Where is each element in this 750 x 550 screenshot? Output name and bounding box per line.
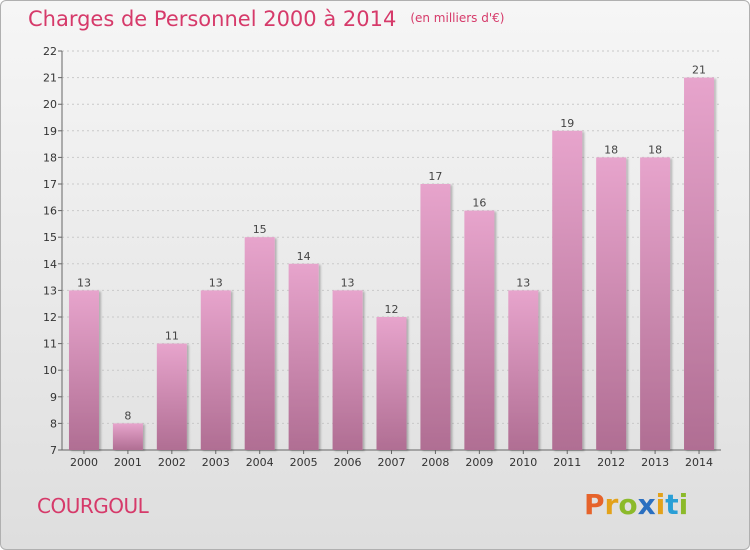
bar — [684, 77, 715, 450]
x-tick-label: 2010 — [509, 456, 537, 469]
y-tick-label: 17 — [43, 178, 57, 191]
data-label: 17 — [428, 170, 442, 183]
y-tick-label: 15 — [43, 231, 57, 244]
y-tick-label: 21 — [43, 72, 57, 85]
title-row: Charges de Personnel 2000 à 2014 (en mill… — [28, 7, 504, 31]
logo-letter: r — [604, 488, 619, 521]
x-tick-label: 2014 — [685, 456, 713, 469]
data-label: 12 — [385, 303, 399, 316]
data-label: 14 — [297, 250, 311, 263]
data-label: 21 — [692, 64, 706, 77]
y-tick-label: 12 — [43, 311, 57, 324]
bar — [376, 317, 407, 450]
data-label: 18 — [648, 143, 662, 156]
x-tick-label: 2013 — [641, 456, 669, 469]
x-tick-label: 2008 — [421, 456, 449, 469]
y-tick-label: 20 — [43, 98, 57, 111]
data-label: 15 — [253, 223, 267, 236]
data-label: 8 — [124, 409, 131, 422]
y-tick-label: 16 — [43, 205, 57, 218]
logo-letter: t — [665, 488, 679, 521]
y-tick-label: 13 — [43, 284, 57, 297]
x-tick-label: 2004 — [246, 456, 274, 469]
x-tick-label: 2009 — [465, 456, 493, 469]
x-tick-label: 2006 — [334, 456, 362, 469]
bar — [112, 423, 143, 450]
x-tick-label: 2003 — [202, 456, 230, 469]
logo-letter: i — [678, 488, 689, 521]
logo-letter: o — [618, 488, 638, 521]
bar — [244, 237, 275, 450]
data-label: 19 — [560, 117, 574, 130]
y-tick-label: 8 — [50, 417, 57, 430]
y-tick-label: 9 — [50, 391, 57, 404]
bar — [552, 130, 583, 451]
data-label: 18 — [604, 143, 618, 156]
x-tick-label: 2007 — [378, 456, 406, 469]
proxiti-logo[interactable]: Proxiti — [584, 488, 688, 521]
chart-subtitle: (en milliers d'€) — [410, 11, 505, 25]
bar — [464, 210, 495, 450]
bar — [640, 157, 671, 450]
bar — [596, 157, 627, 450]
data-label: 13 — [341, 276, 355, 289]
y-tick-label: 19 — [43, 125, 57, 138]
bar — [68, 290, 99, 450]
y-tick-label: 7 — [50, 444, 57, 457]
chart-title: Charges de Personnel 2000 à 2014 — [28, 7, 397, 31]
commune-name: COURGOUL — [37, 494, 149, 518]
bar — [200, 290, 231, 450]
data-label: 16 — [472, 197, 486, 210]
logo-letter: x — [637, 488, 656, 521]
bar — [332, 290, 363, 450]
data-label: 13 — [209, 276, 223, 289]
data-label: 13 — [516, 276, 530, 289]
y-tick-label: 10 — [43, 364, 57, 377]
bar — [156, 343, 187, 450]
y-tick-label: 11 — [43, 338, 57, 351]
data-label: 11 — [165, 330, 179, 343]
logo-letter: i — [655, 488, 666, 521]
x-tick-label: 2011 — [553, 456, 581, 469]
logo-letter: P — [584, 488, 605, 521]
x-tick-label: 2005 — [290, 456, 318, 469]
x-tick-label: 2000 — [70, 456, 98, 469]
x-tick-label: 2002 — [158, 456, 186, 469]
data-label: 13 — [77, 276, 91, 289]
y-tick-label: 22 — [43, 45, 57, 58]
bar — [420, 184, 451, 450]
x-tick-label: 2001 — [114, 456, 142, 469]
bar — [508, 290, 539, 450]
y-tick-label: 14 — [43, 258, 57, 271]
bar — [288, 263, 319, 450]
x-tick-label: 2012 — [597, 456, 625, 469]
y-tick-label: 18 — [43, 151, 57, 164]
